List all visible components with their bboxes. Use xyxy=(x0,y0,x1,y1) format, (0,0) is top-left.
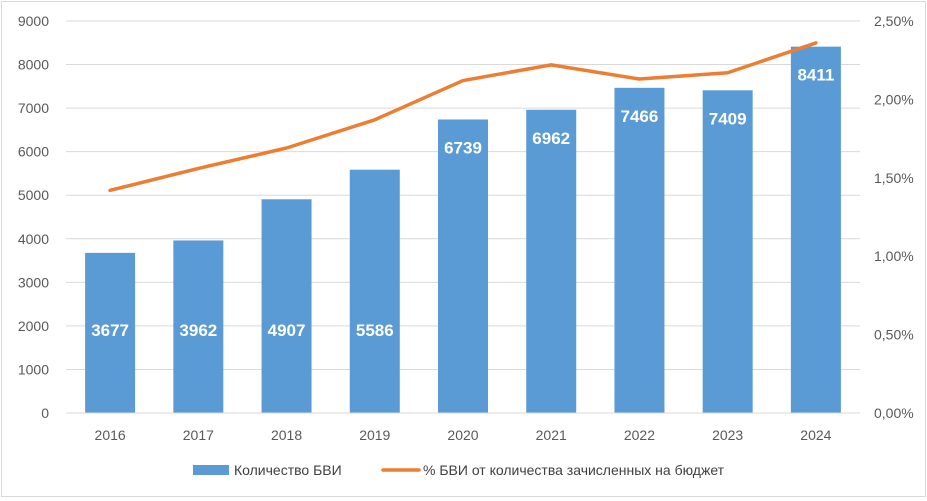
x-tick-label: 2024 xyxy=(800,427,831,443)
legend: Количество БВИ % БВИ от количества зачис… xyxy=(193,462,725,478)
bar-data-label: 8411 xyxy=(797,66,834,85)
x-tick-label: 2018 xyxy=(271,427,302,443)
right-axis: 0,00% 0,50% 1,00% 1,50% 2,00% 2,50% xyxy=(874,13,914,421)
y-left-tick-label: 7000 xyxy=(18,100,49,116)
x-tick-label: 2019 xyxy=(359,427,390,443)
bar xyxy=(614,88,664,413)
x-tick-label: 2022 xyxy=(624,427,655,443)
bar xyxy=(438,119,488,413)
bar-data-label: 5586 xyxy=(356,321,394,340)
bar-series: 3677 3962 4907 5586 6739 6962 7466 7409 8411 xyxy=(85,47,841,413)
y-right-tick-label: 0,50% xyxy=(874,327,914,343)
y-left-tick-label: 5000 xyxy=(18,187,49,203)
y-left-tick-label: 6000 xyxy=(18,144,49,160)
bar-data-label: 3677 xyxy=(91,321,129,340)
bar-data-label: 6962 xyxy=(532,129,570,148)
x-tick-label: 2016 xyxy=(95,427,126,443)
bar-data-label: 4907 xyxy=(268,321,306,340)
x-tick-label: 2021 xyxy=(536,427,567,443)
y-left-tick-label: 4000 xyxy=(18,231,49,247)
y-left-tick-label: 1000 xyxy=(18,361,49,377)
bar-data-label: 3962 xyxy=(179,321,217,340)
y-left-tick-label: 2000 xyxy=(18,318,49,334)
x-axis: 2016 2017 2018 2019 2020 2021 2022 2023 2024 xyxy=(66,413,860,443)
bar xyxy=(262,199,312,413)
bar xyxy=(703,90,753,413)
y-left-tick-label: 3000 xyxy=(18,274,49,290)
y-left-tick-label: 0 xyxy=(41,405,49,421)
y-right-tick-label: 1,00% xyxy=(874,248,914,264)
y-left-tick-label: 8000 xyxy=(18,57,49,73)
bar-data-label: 7409 xyxy=(709,109,747,128)
y-right-tick-label: 1,50% xyxy=(874,170,914,186)
legend-label-line: % БВИ от количества зачисленных на бюдже… xyxy=(423,462,725,478)
bar-data-label: 6739 xyxy=(444,138,482,157)
bar-data-label: 7466 xyxy=(621,107,659,126)
bar xyxy=(791,47,841,413)
legend-swatch-bar xyxy=(193,465,229,475)
x-tick-label: 2020 xyxy=(447,427,478,443)
y-right-tick-label: 2,00% xyxy=(874,91,914,107)
legend-label-bar: Количество БВИ xyxy=(234,462,342,478)
x-tick-label: 2017 xyxy=(183,427,214,443)
y-left-tick-label: 9000 xyxy=(18,13,49,29)
y-right-tick-label: 0,00% xyxy=(874,405,914,421)
y-right-tick-label: 2,50% xyxy=(874,13,914,29)
bar xyxy=(350,170,400,413)
bar xyxy=(526,110,576,413)
left-axis: 0 1000 2000 3000 4000 5000 6000 7000 8000 9000 xyxy=(18,13,49,421)
x-tick-label: 2023 xyxy=(712,427,743,443)
